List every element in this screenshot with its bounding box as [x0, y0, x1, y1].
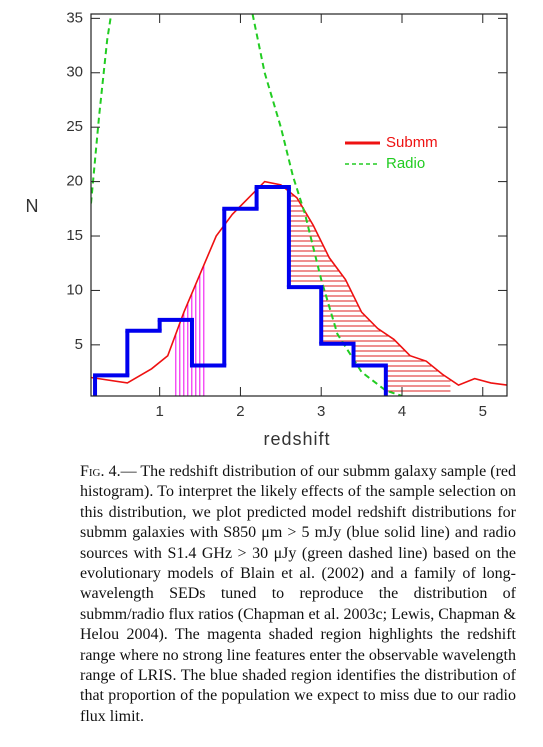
- y-tick-label: 5: [75, 336, 83, 353]
- caption-text: The redshift distribution of our submm g…: [80, 463, 517, 725]
- series-line: [91, 180, 507, 387]
- x-tick-label: 1: [155, 403, 163, 420]
- y-tick-label: 15: [66, 227, 83, 244]
- y-tick-label: 30: [66, 64, 83, 81]
- caption: Fig. 4.— The redshift distribution of ou…: [80, 462, 516, 727]
- x-axis-label: redshift: [263, 429, 330, 449]
- legend-label: Radio: [386, 155, 425, 172]
- series-line: [91, 14, 403, 396]
- hatch-group: [288, 185, 451, 396]
- y-tick-label: 25: [66, 118, 83, 135]
- y-tick-label: 20: [66, 173, 83, 190]
- plot-area: [91, 14, 507, 396]
- shaded-region: [288, 185, 451, 396]
- y-tick-label: 35: [66, 9, 83, 26]
- x-tick-label: 3: [317, 403, 325, 420]
- x-tick-label: 4: [398, 403, 406, 420]
- axes-frame: [90, 13, 508, 397]
- caption-label: Fig. 4.—: [80, 463, 137, 480]
- shaded-region: [175, 181, 205, 396]
- x-tick-label: 2: [236, 403, 244, 420]
- legend-label: Submm: [386, 134, 438, 151]
- x-tick-label: 5: [479, 403, 487, 420]
- chart: redshift N 1 2 3 4 5 5 10 15 20 25 30 35 Submm Radio: [26, 9, 508, 449]
- y-tick-label: 10: [66, 281, 83, 298]
- y-axis-label: N: [26, 196, 39, 216]
